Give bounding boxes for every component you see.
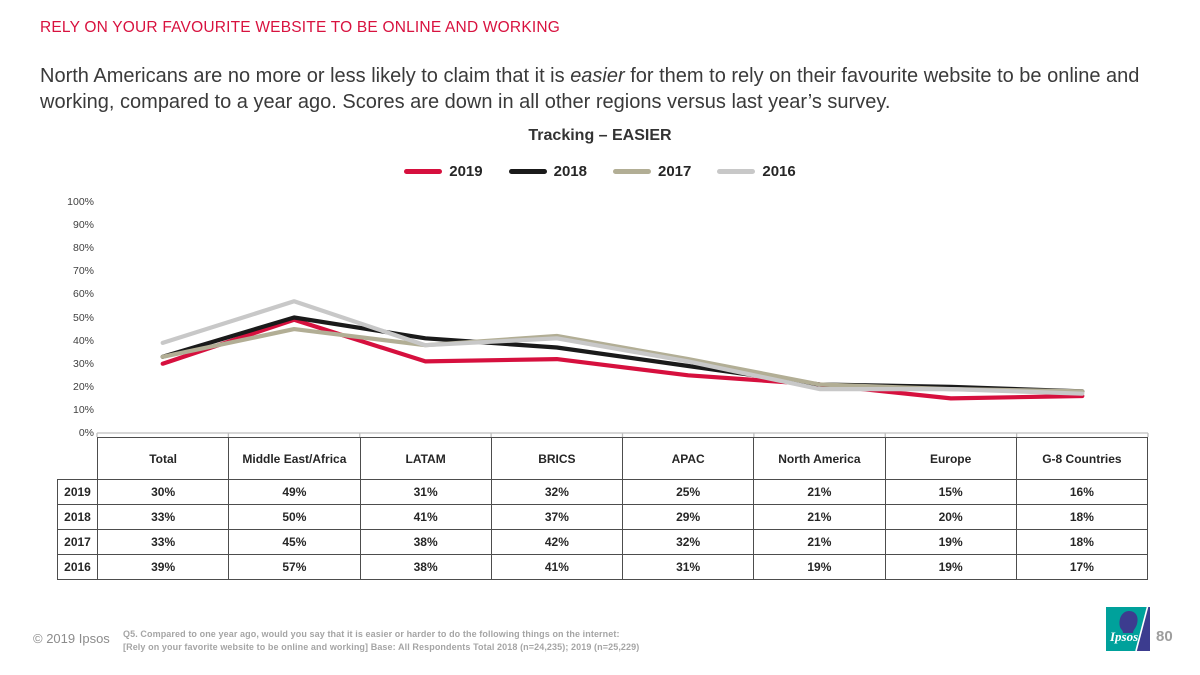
series-line-2016 [160, 299, 1085, 396]
cell-2018-latam: 41% [359, 504, 492, 530]
row-header-2018: 2018 [57, 504, 98, 530]
svg-text:Ipsos: Ipsos [1109, 629, 1138, 644]
footnote-line-2: [Rely on your favorite website to be onl… [123, 642, 640, 652]
cell-2019-brics: 32% [490, 479, 624, 505]
table-row-2017: 2017 33% 45% 38% 42% 32% 21% 19% 18% [57, 529, 1149, 555]
cell-2016-latam: 38% [359, 554, 492, 580]
legend-item-2018: 2018 [508, 163, 587, 180]
cell-2016-brics: 41% [490, 554, 624, 580]
table-col-header-total: Total [96, 437, 230, 480]
cell-2017-north-america: 21% [753, 529, 886, 555]
legend-item-2019: 2019 [404, 163, 483, 180]
cell-2018-europe: 20% [884, 504, 1017, 530]
series-line-2019 [160, 317, 1085, 401]
cell-2018-apac: 29% [621, 504, 755, 530]
cell-2019-total: 30% [96, 479, 230, 505]
footnote-line-1: Q5. Compared to one year ago, would you … [123, 629, 620, 639]
cell-2018-g8: 18% [1015, 504, 1149, 530]
cell-2017-brics: 42% [490, 529, 624, 555]
table-header-row: Total Middle East/Africa LATAM BRICS APA… [58, 437, 1149, 480]
legend-item-2017: 2017 [613, 163, 691, 180]
cell-2016-mea: 57% [228, 554, 361, 580]
cell-2017-total: 33% [96, 529, 230, 555]
slide-subtitle: North Americans are no more or less like… [40, 63, 1180, 115]
subtitle-text-emphasis: easier [570, 65, 625, 87]
cell-2017-latam: 38% [359, 529, 492, 555]
cell-2019-mea: 49% [228, 479, 361, 505]
table-col-header-middle-east-africa: Middle East/Africa [228, 437, 361, 480]
legend-swatch-2016 [717, 169, 756, 174]
series-line-2017 [160, 327, 1085, 394]
page-number: 80 [1156, 628, 1173, 645]
table-col-header-europe: Europe [884, 437, 1017, 480]
cell-2018-brics: 37% [490, 504, 624, 530]
table-col-header-north-america: North America [753, 437, 886, 480]
subtitle-text-pre: North Americans are no more or less like… [40, 65, 571, 87]
ipsos-logo: Ipsos [1106, 607, 1150, 651]
cell-2017-g8: 18% [1015, 529, 1149, 555]
cell-2016-apac: 31% [621, 554, 755, 580]
table-row-2018: 2018 33% 50% 41% 37% 29% 21% 20% 18% [57, 504, 1149, 530]
subtitle-text-post: for them to rely on their favourite webs… [40, 65, 1140, 113]
table-col-header-apac: APAC [621, 437, 755, 480]
data-table: Total Middle East/Africa LATAM BRICS APA… [57, 437, 1149, 580]
legend-label-2017: 2017 [658, 163, 692, 180]
cell-2019-europe: 15% [884, 479, 1017, 505]
cell-2019-g8: 16% [1015, 479, 1149, 505]
table-row-2019: 2019 30% 49% 31% 32% 25% 21% 15% 16% [57, 479, 1149, 505]
cell-2019-latam: 31% [359, 479, 492, 505]
footnote: Q5. Compared to one year ago, would you … [123, 628, 639, 654]
cell-2019-apac: 25% [621, 479, 755, 505]
cell-2016-north-america: 19% [753, 554, 886, 580]
table-col-header-brics: BRICS [490, 437, 624, 480]
cell-2017-mea: 45% [228, 529, 361, 555]
legend-swatch-2017 [613, 169, 651, 174]
cell-2016-g8: 17% [1015, 554, 1149, 580]
slide-kicker-title: RELY ON YOUR FAVOURITE WEBSITE TO BE ONL… [40, 19, 561, 36]
cell-2017-apac: 32% [621, 529, 755, 555]
cell-2018-mea: 50% [228, 504, 361, 530]
table-col-header-g8: G-8 Countries [1015, 437, 1149, 480]
cell-2018-north-america: 21% [753, 504, 886, 530]
table-corner-cell [58, 438, 98, 480]
row-header-2017: 2017 [57, 529, 98, 555]
legend-label-2018: 2018 [553, 163, 587, 180]
row-header-2019: 2019 [57, 479, 98, 505]
copyright-text: © 2019 Ipsos [33, 631, 110, 646]
cell-2016-total: 39% [96, 554, 230, 580]
cell-2018-total: 33% [96, 504, 230, 530]
cell-2019-north-america: 21% [753, 479, 886, 505]
chart-legend: 2019 2018 2017 2016 [0, 163, 1200, 180]
legend-swatch-2019 [404, 169, 443, 174]
cell-2017-europe: 19% [884, 529, 1017, 555]
legend-label-2019: 2019 [449, 163, 483, 180]
row-header-2016: 2016 [57, 554, 98, 580]
chart-title: Tracking – EASIER [528, 127, 672, 144]
table-row-2016: 2016 39% 57% 38% 41% 31% 19% 19% 17% [57, 554, 1149, 580]
legend-item-2016: 2016 [717, 163, 796, 180]
cell-2016-europe: 19% [884, 554, 1017, 580]
table-col-header-latam: LATAM [359, 437, 492, 480]
legend-swatch-2018 [508, 169, 547, 174]
legend-label-2016: 2016 [762, 163, 796, 180]
